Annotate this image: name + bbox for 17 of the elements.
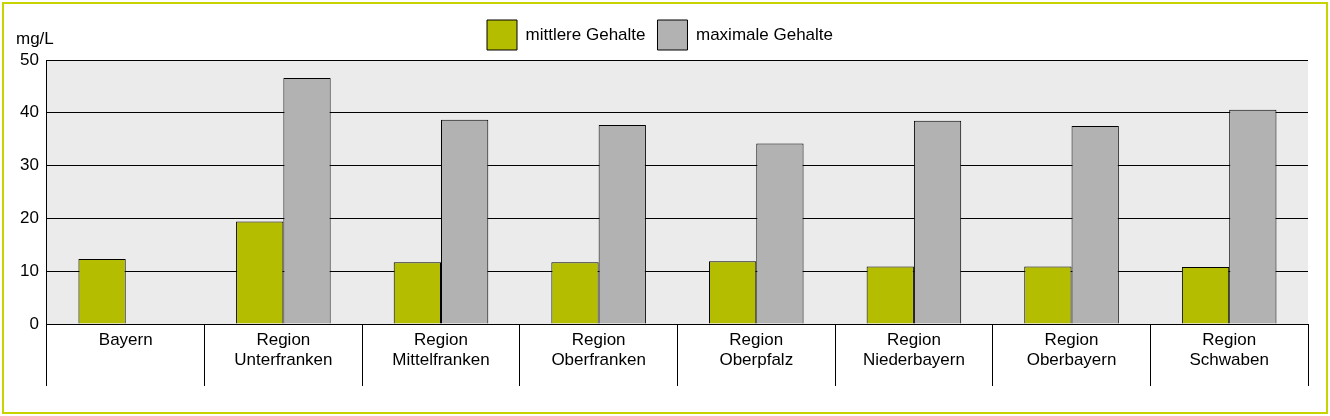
y-tick-label: 30 <box>19 155 39 175</box>
legend-label: maximale Gehalte <box>696 24 834 44</box>
x-tick-label: Region Oberpfalz <box>719 329 794 370</box>
x-tick-label: Region Mittelfranken <box>392 329 490 370</box>
y-axis-title: mg/L <box>16 29 54 49</box>
x-tick-label: Region Unterfranken <box>234 329 333 370</box>
legend-label: mittlere Gehalte <box>525 24 646 44</box>
x-tick-label: Region Oberfranken <box>551 329 646 370</box>
y-tick-label: 20 <box>19 208 39 228</box>
x-tick-label: Bayern <box>98 329 153 349</box>
x-tick-label: Region Niederbayern <box>862 329 965 370</box>
x-tick-label: Region Oberbayern <box>1026 329 1117 370</box>
y-tick-label: 10 <box>19 260 39 280</box>
x-tick-label: Region Schwaben <box>1189 329 1269 370</box>
y-tick-label: 40 <box>19 102 39 122</box>
y-tick-label: 0 <box>29 313 39 333</box>
y-tick-label: 50 <box>19 49 39 69</box>
